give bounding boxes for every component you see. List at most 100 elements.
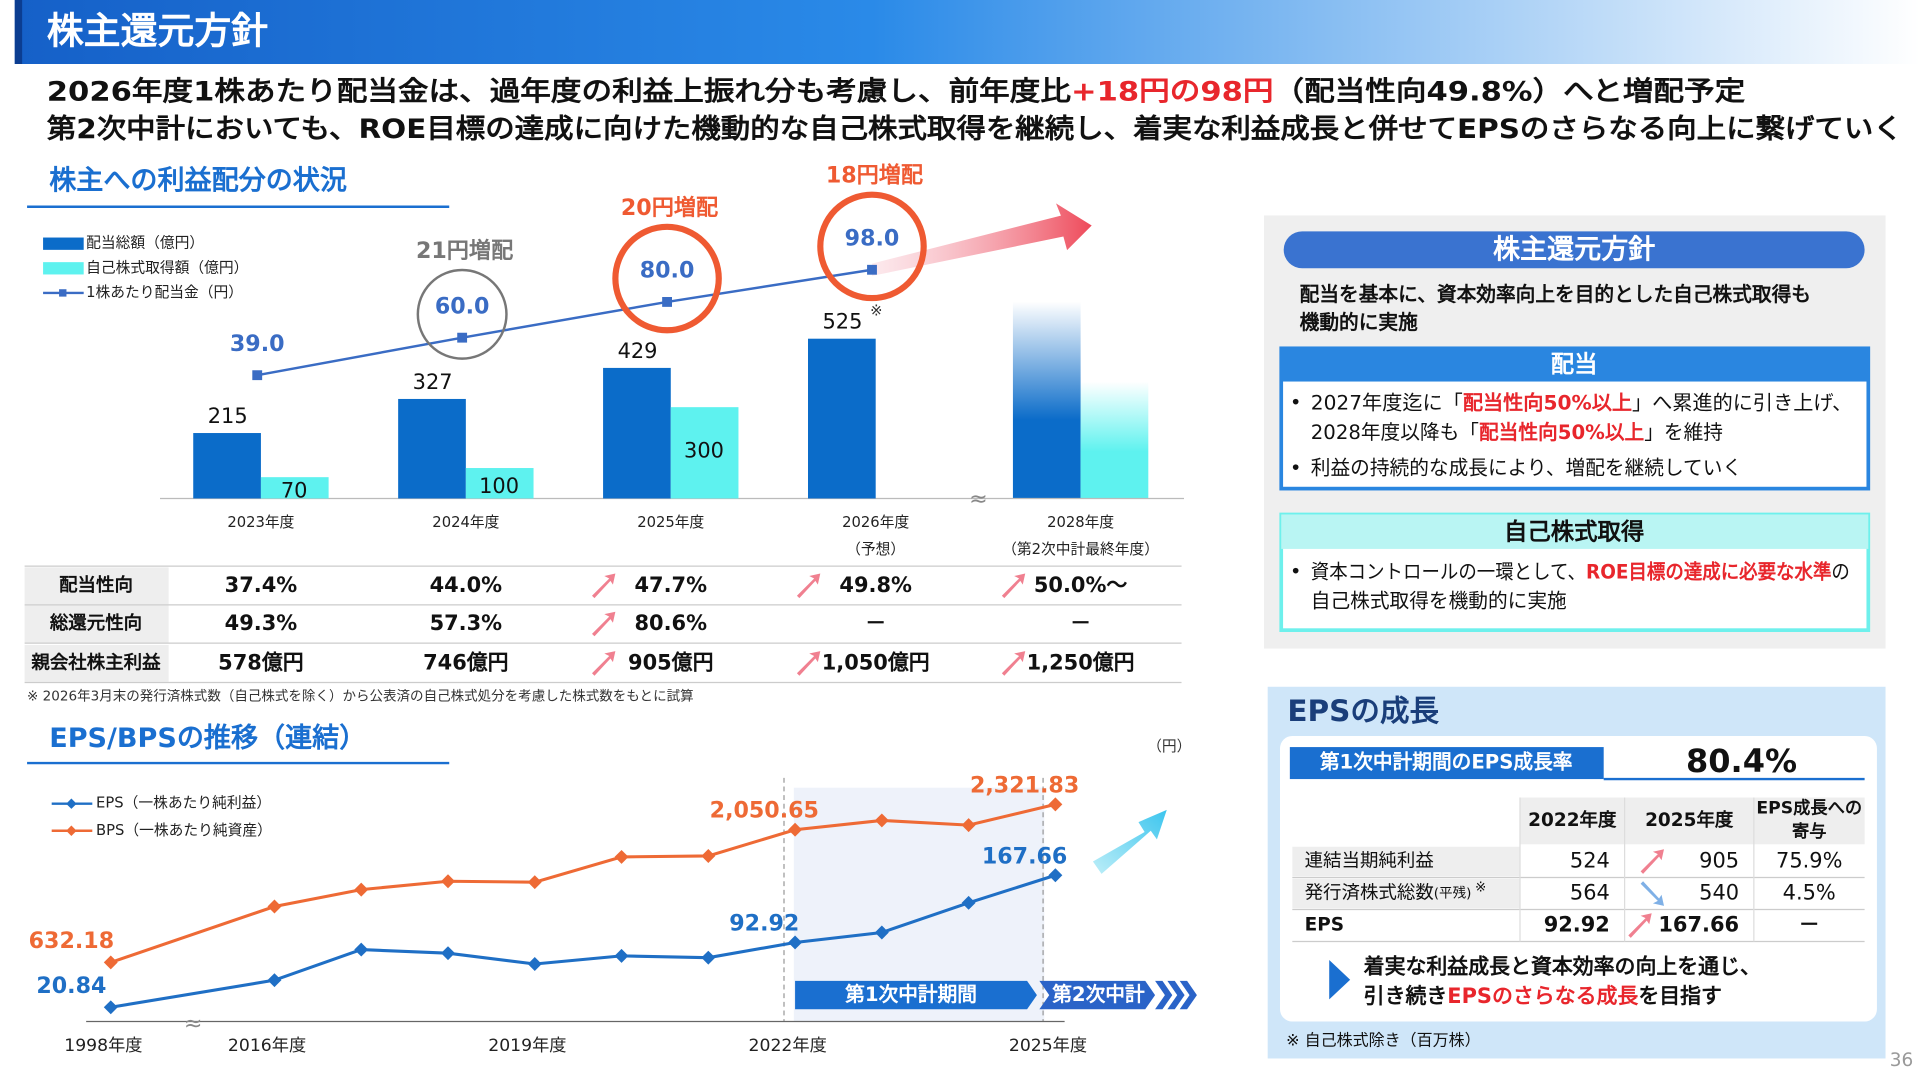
target-bar: [1012, 301, 1081, 499]
eps-cell: 4.5%: [1783, 881, 1836, 905]
table-label-bg: [24, 644, 169, 682]
x-tick-note: （予想）: [846, 541, 905, 558]
eps-cell: 167.66: [1658, 913, 1739, 937]
point-marker: [614, 849, 629, 864]
eps-table-header: [1520, 797, 1865, 845]
bar-label: 300: [684, 438, 724, 462]
eps-row-label: 連結当期純利益: [1305, 851, 1434, 872]
header-title: 株主還元方針: [47, 10, 269, 53]
eps-cell: －: [1799, 913, 1820, 937]
highlight-circle: [612, 223, 722, 334]
trend-arrow: [592, 573, 616, 599]
point-marker: [354, 942, 369, 957]
chevron: [1155, 980, 1173, 1010]
eps-row-label-text: 連結当期純利益: [1305, 851, 1434, 872]
x-tick-label: 2022年度: [749, 1036, 827, 1056]
highlight-circle: [817, 191, 927, 302]
point-marker: [103, 955, 118, 970]
headline-text: （配当性向49.8%）へと増配予定: [1274, 75, 1746, 107]
dps-label: 80.0: [640, 258, 695, 284]
table-cell: 1,250億円: [1027, 650, 1135, 674]
eps-row-label: EPS: [1305, 915, 1344, 936]
eps-row-label-bg: [1292, 878, 1520, 909]
dps-line: [257, 268, 873, 377]
value-label: 92.92: [729, 911, 799, 937]
bullet: 資本コントロールの一環として、ROE目標の達成に必要な水準の: [1311, 560, 1850, 583]
dps-marker: [252, 370, 263, 381]
legend-marker: [59, 289, 67, 297]
legend-label: 配当総額（億円）: [86, 235, 204, 252]
trend-arrow: [1640, 849, 1664, 874]
dps-marker: [662, 297, 672, 307]
x-tick-label: 2026年度: [842, 514, 909, 531]
point-marker: [961, 895, 976, 910]
eps-col-header: 2025年度: [1645, 809, 1734, 831]
table-label-bg: [24, 605, 169, 643]
buyback-header: [1281, 514, 1869, 549]
bullet-dot: •: [1290, 456, 1302, 479]
dps-marker: [457, 332, 468, 343]
dps-label: 39.0: [230, 331, 285, 357]
legend-label: EPS（一株あたり純利益）: [96, 795, 271, 812]
trend-arrow: [1001, 651, 1026, 676]
bullet-dot: •: [1290, 391, 1302, 414]
period-band: [1039, 980, 1156, 1010]
growth-arrow: [1092, 809, 1167, 874]
panel-lead: 機動的に実施: [1300, 311, 1418, 334]
legend-label: 自己株式取得額（億円）: [86, 259, 248, 276]
bullet-text: の: [1831, 560, 1849, 583]
bullet-highlight: ROE目標の達成に必要な水準: [1586, 560, 1832, 583]
table-label: 親会社株主利益: [30, 651, 161, 673]
point-marker: [1048, 868, 1063, 883]
bar-label: 100: [479, 474, 519, 498]
increase-label: 21円増配: [416, 238, 513, 264]
increase-label: 20円増配: [621, 195, 718, 221]
panel-lead: 配当を基本に、資本効率向上を目的とした自己株式取得も: [1300, 283, 1811, 306]
point-marker: [441, 874, 455, 889]
x-tick-label: 2024年度: [432, 514, 499, 531]
growth-pill: [1289, 747, 1604, 780]
period-label: 第1次中計期間: [845, 983, 977, 1006]
bar: [808, 338, 876, 499]
table-label: 配当性向: [59, 574, 133, 596]
dps-marker: [867, 264, 877, 275]
message-text: 引き続き: [1364, 984, 1448, 1008]
point-marker: [874, 813, 889, 828]
legend-label: BPS（一株あたり純資産）: [96, 822, 272, 839]
legend-label: 1株あたり配当金（円）: [86, 284, 243, 301]
section-title: 株主への利益配分の状況: [49, 165, 347, 197]
eps-row-label-small: (平残): [1434, 886, 1472, 902]
legend-marker: [66, 798, 77, 809]
table-cell: 47.7%: [635, 573, 708, 597]
bullet-text: 資本コントロールの一環として、: [1311, 560, 1586, 583]
bullet-text: 2027年度迄に「: [1311, 391, 1463, 414]
bar: [670, 407, 739, 499]
bullet: 利益の持続的な成長により、増配を継続していく: [1311, 456, 1742, 479]
x-tick-note: （第2次中計最終年度）: [1002, 541, 1159, 558]
dividend-title: 配当: [1551, 350, 1598, 378]
eps-cell: 540: [1699, 881, 1739, 905]
unit-label: （円）: [1147, 738, 1191, 755]
table-cell: 49.8%: [839, 573, 912, 597]
bar: [603, 367, 671, 499]
table-cell: 44.0%: [430, 573, 503, 597]
point-marker: [961, 818, 976, 833]
bar: [398, 398, 466, 499]
section-title: EPS/BPSの推移（連結）: [49, 723, 366, 754]
bar: [465, 468, 534, 499]
bullet-highlight: 配当性向50%以上: [1463, 391, 1632, 414]
point-marker: [1048, 797, 1063, 812]
x-tick-label: 2019年度: [488, 1036, 566, 1056]
headline-line1: 2026年度1株あたり配当金は、過年度の利益上振れ分も考慮し、前年度比 +18円の…: [47, 75, 1745, 107]
target-bar: [1080, 381, 1149, 499]
buyback-title: 自己株式取得: [1504, 517, 1644, 545]
point-marker: [701, 950, 716, 965]
point-marker: [788, 822, 803, 837]
table-cell: －: [1070, 611, 1091, 635]
point-marker: [267, 973, 282, 988]
eps-row-label-text: EPS: [1305, 915, 1344, 936]
bullet-text: 」を維持: [1644, 421, 1723, 444]
bar-label: 215: [208, 404, 248, 428]
footnote: ※ 2026年3月末の発行済株式数（自己株式を除く）から公表済の自己株式処分を考…: [27, 689, 694, 705]
